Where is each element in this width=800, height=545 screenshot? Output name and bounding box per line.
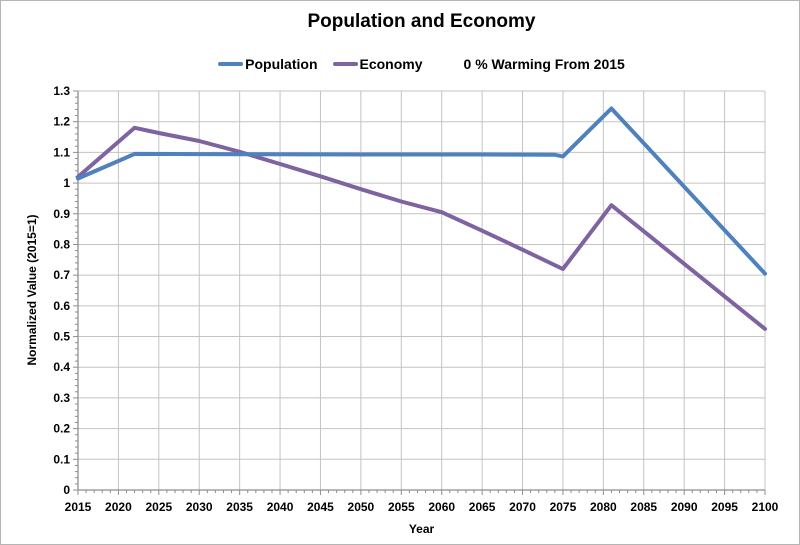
x-tick-label: 2015 [65, 500, 92, 514]
economy-line-swatch [332, 62, 358, 66]
x-tick-label: 2100 [752, 500, 779, 514]
x-tick-label: 2085 [630, 500, 657, 514]
y-tick-label: 0.9 [53, 207, 70, 221]
y-axis-title: Normalized Value (2015=1) [25, 214, 39, 366]
x-tick-label: 2095 [711, 500, 738, 514]
legend-item-economy: Economy [332, 56, 423, 72]
y-tick-label: 0.1 [53, 452, 70, 466]
y-tick-label: 1.1 [53, 145, 70, 159]
y-tick-label: 0.3 [53, 391, 70, 405]
series-line-population [76, 106, 767, 276]
y-tick-label: 1.2 [53, 115, 70, 129]
y-tick-label: 0.8 [53, 237, 70, 251]
y-tick-label: 0.5 [53, 330, 70, 344]
legend-label-economy: Economy [359, 56, 423, 72]
y-tick-label: 0.4 [53, 360, 70, 374]
x-tick-label: 2055 [388, 500, 415, 514]
chart-legend: Population Economy 0 % Warming From 2015 [78, 53, 765, 75]
series-lines [76, 106, 767, 331]
x-axis-title: Year [408, 522, 435, 536]
y-tick-label: 0 [63, 483, 70, 497]
legend-item-population: Population [218, 56, 318, 72]
scenario-annotation: 0 % Warming From 2015 [463, 56, 625, 72]
x-tick-label: 2060 [428, 500, 455, 514]
chart-title: Population and Economy [307, 11, 536, 32]
x-tick-label: 2025 [145, 500, 172, 514]
legend-label-population: Population [245, 56, 318, 72]
y-tick-label: 0.6 [53, 299, 70, 313]
series-line-economy [76, 125, 767, 331]
x-tick-label: 2050 [348, 500, 375, 514]
x-tick-label: 2035 [226, 500, 253, 514]
x-tick-label: 2020 [105, 500, 132, 514]
tick-labels: 0 0.1 0.2 0.3 0.4 0.5 0.6 0.7 0.8 0.9 1 1.1 1.2 1.3 20… [53, 84, 778, 514]
x-tick-label: 2045 [307, 500, 334, 514]
x-tick-label: 2070 [509, 500, 536, 514]
axis-ticks [73, 90, 766, 495]
y-tick-label: 0.7 [53, 268, 70, 282]
x-tick-label: 2075 [550, 500, 577, 514]
x-tick-label: 2090 [671, 500, 698, 514]
y-tick-label: 1.3 [53, 84, 70, 98]
gridlines [78, 90, 766, 490]
x-tick-label: 2065 [469, 500, 496, 514]
axis-lines [77, 91, 765, 491]
y-tick-label: 0.2 [53, 422, 70, 436]
x-tick-label: 2030 [186, 500, 213, 514]
y-tick-label: 1 [63, 176, 70, 190]
population-line-swatch [218, 62, 244, 66]
x-tick-label: 2080 [590, 500, 617, 514]
x-tick-label: 2040 [267, 500, 294, 514]
